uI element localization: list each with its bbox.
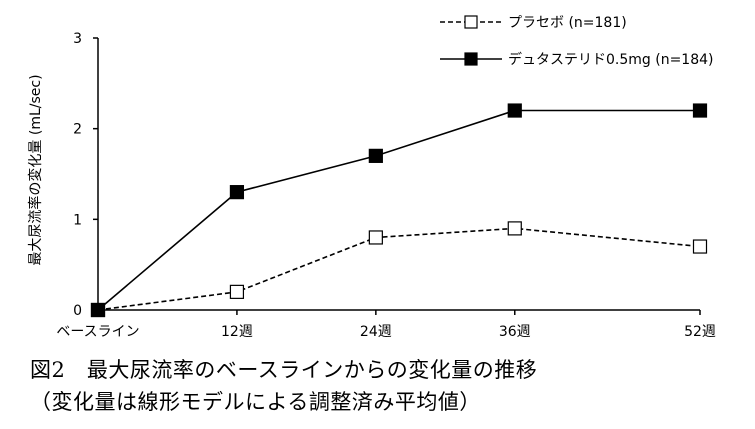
y-tick-label: 1 — [73, 212, 82, 228]
legend-marker-1 — [464, 15, 478, 29]
x-tick-label: 12週 — [221, 324, 253, 340]
series-marker-2 — [692, 103, 708, 118]
y-tick-label: 3 — [73, 31, 82, 47]
x-tick-label: 52週 — [684, 324, 716, 340]
series-marker-1 — [229, 284, 245, 299]
legend-marker-2 — [464, 52, 478, 66]
x-tick-label: 36週 — [499, 324, 531, 340]
series-marker-2 — [90, 302, 106, 318]
series-line-1 — [97, 227, 701, 311]
series-marker-1 — [692, 239, 708, 254]
series-marker-2 — [229, 185, 245, 200]
x-tick-label: 24週 — [360, 324, 392, 340]
series-layer — [90, 103, 708, 318]
figure-caption-note: （変化量は線形モデルによる調整済み平均値） — [30, 390, 481, 414]
legend-label-1: プラセボ (n=181) — [508, 15, 627, 31]
y-axis-label: 最大尿流率の変化量 (mL/sec) — [27, 74, 44, 265]
legend-label-2: デュタステリド0.5mg (n=184) — [508, 51, 714, 68]
series-marker-2 — [368, 148, 383, 163]
axes: 0 1 2 3 ベースライン 12週 24週 36週 52週 — [56, 31, 716, 340]
series-marker-1 — [507, 221, 522, 236]
figure-caption-title: 図2 最大尿流率のベースラインからの変化量の推移 — [30, 358, 538, 382]
legend: プラセボ (n=181) デュタステリド0.5mg (n=184) — [440, 15, 714, 68]
y-tick-label: 2 — [73, 122, 82, 138]
x-tick-label: ベースライン — [56, 324, 139, 340]
series-marker-2 — [507, 103, 522, 118]
series-line-2 — [97, 109, 700, 311]
series-marker-1 — [368, 230, 383, 245]
y-tick-label: 0 — [73, 303, 82, 319]
